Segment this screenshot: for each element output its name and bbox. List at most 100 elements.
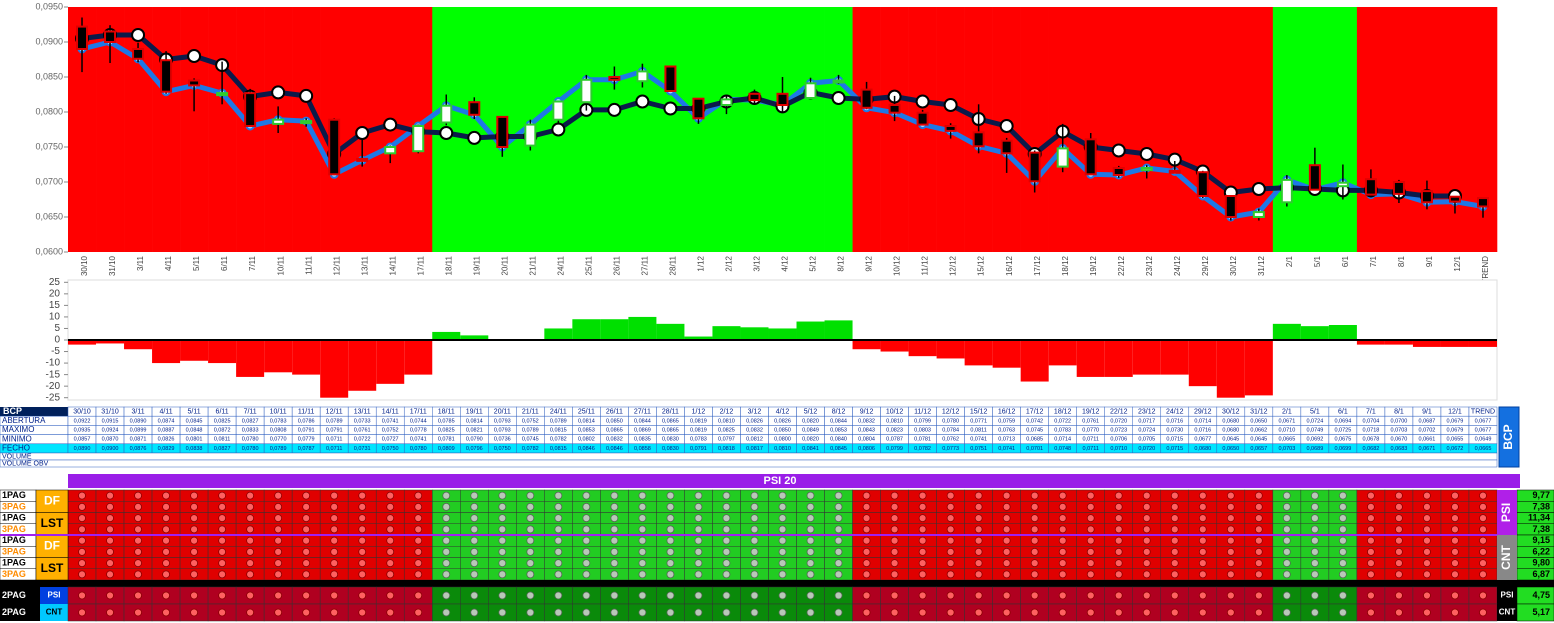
- header-label: 28/11: [662, 408, 679, 415]
- cell-value: 0,0751: [970, 446, 987, 452]
- cell-value: 0,0814: [466, 418, 483, 424]
- signal-dot: [218, 536, 227, 545]
- cell-value: 0,0694: [1334, 418, 1351, 424]
- signal-dot: [946, 502, 955, 511]
- header-label: 18/11: [438, 408, 455, 415]
- bar: [1272, 323, 1301, 340]
- signal-dot: [1395, 491, 1403, 500]
- signal-dot: [498, 570, 507, 579]
- signal-dot: [1030, 536, 1039, 545]
- signal-dot: [1479, 547, 1487, 556]
- signal-dot: [1451, 491, 1459, 500]
- signal-dot: [666, 525, 675, 534]
- signal-dot: [302, 591, 311, 600]
- signal-dot: [1282, 591, 1291, 600]
- x-tick-label: 4/12: [781, 255, 790, 271]
- signal-dot: [190, 608, 198, 617]
- signal-dot: [1451, 502, 1459, 511]
- signal-dot: [526, 536, 535, 545]
- signal-dot: [106, 502, 114, 511]
- cell-value: 0,0791: [326, 427, 343, 433]
- signal-dot: [1282, 536, 1291, 545]
- signal-dot: [1423, 608, 1431, 617]
- x-tick-label: 26/11: [612, 255, 621, 275]
- cell-value: 0,0915: [102, 418, 119, 424]
- signal-dot: [554, 547, 563, 556]
- bar: [880, 340, 909, 352]
- signal-dot: [834, 591, 843, 600]
- band: [1132, 7, 1162, 252]
- signal-dot: [162, 536, 170, 545]
- tag: DF: [44, 493, 60, 507]
- bar: [824, 320, 853, 340]
- cell-value: 0,0793: [494, 418, 511, 424]
- signal-dot: [750, 502, 759, 511]
- row-label-cell: [0, 604, 40, 621]
- row-label: VOLUME: [2, 453, 32, 460]
- signal-value: 6,87: [1532, 569, 1550, 579]
- band: [1104, 7, 1134, 252]
- cell-value: 0,0679: [1447, 418, 1464, 424]
- signal-dot: [442, 608, 451, 617]
- signal-dot: [554, 491, 563, 500]
- signal-dot: [946, 608, 955, 617]
- bar: [712, 326, 741, 340]
- candle-body: [1392, 181, 1405, 195]
- cell-value: 0,0786: [298, 418, 315, 424]
- signal-dot: [414, 525, 423, 534]
- signal-dot: [1310, 570, 1319, 579]
- candle-body: [384, 146, 397, 155]
- signal-dot: [862, 608, 871, 617]
- candle-body: [1224, 195, 1237, 218]
- line-point: [943, 98, 958, 112]
- signal-dot: [1198, 536, 1207, 545]
- cell-value: 0,0791: [298, 427, 315, 433]
- x-tick-label: TREND: [1481, 256, 1490, 284]
- signal-dot: [330, 502, 339, 511]
- signal-dot: [274, 491, 283, 500]
- signal-dot: [610, 559, 619, 568]
- cell-value: 0,0818: [718, 446, 735, 452]
- signal-dot: [1226, 502, 1235, 511]
- cell-value: 0,0717: [1138, 418, 1155, 424]
- cell-value: 0,0900: [102, 446, 119, 452]
- signal-dot: [246, 491, 255, 500]
- signal-dot: [806, 491, 815, 500]
- cell-value: 0,0665: [1475, 446, 1492, 452]
- signal-dot: [1395, 559, 1403, 568]
- cell-value: 0,0722: [354, 437, 371, 443]
- bar: [1384, 340, 1413, 345]
- cell-value: 0,0715: [1166, 446, 1183, 452]
- tag: CNT: [46, 608, 63, 617]
- cell-value: 0,0645: [1222, 437, 1239, 443]
- signal-dot: [1030, 514, 1039, 523]
- cell-value: 0,0820: [802, 418, 819, 424]
- row-label: 2PAG: [2, 590, 26, 600]
- signal-dot: [302, 502, 311, 511]
- cell-value: 0,0787: [298, 446, 315, 452]
- signal-value: 6,22: [1532, 546, 1550, 556]
- signal-dot: [358, 502, 367, 511]
- signal-dot: [1254, 570, 1263, 579]
- candle-body: [580, 78, 593, 104]
- signal-dot: [694, 547, 703, 556]
- signal-dot: [806, 591, 815, 600]
- signal-dot: [218, 514, 227, 523]
- signal-dot: [638, 559, 647, 568]
- signal-dot: [470, 547, 479, 556]
- row-label: 1PAG: [2, 558, 26, 568]
- bar: [1356, 340, 1385, 345]
- signal-dot: [834, 491, 843, 500]
- signal-dot: [638, 536, 647, 545]
- x-tick-label: 4/11: [164, 255, 173, 271]
- signal-dot: [246, 536, 255, 545]
- signal-dot: [694, 608, 703, 617]
- row-label: FECHO: [2, 444, 30, 453]
- signal-dot: [1338, 514, 1347, 523]
- candle-body: [328, 118, 341, 176]
- signal-dot: [1086, 536, 1095, 545]
- cell-value: 0,0865: [662, 418, 679, 424]
- signal-dot: [1423, 491, 1431, 500]
- signal-dot: [358, 514, 367, 523]
- signal-dot: [778, 570, 787, 579]
